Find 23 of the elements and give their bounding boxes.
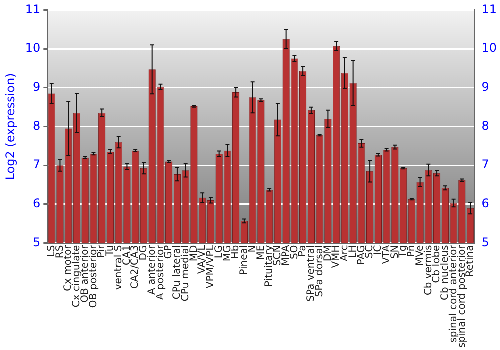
y2-tick-label: 7	[482, 158, 490, 172]
y-tick-label: 8	[33, 118, 41, 133]
x-tick-label: spinal cord posterior	[456, 244, 468, 348]
y2-tick-label: 6	[482, 196, 490, 211]
x-tick-label: OB posterior	[88, 244, 100, 308]
y2-tick-label: 9	[482, 80, 490, 94]
y-tick-label: 6	[33, 196, 41, 211]
x-tick-label: Pituitary	[264, 245, 276, 288]
y-tick-label: 5	[33, 235, 41, 250]
y2-tick-label: 8	[482, 118, 490, 133]
x-tick-label: ME	[256, 245, 267, 260]
y-tick-label: 10	[25, 41, 41, 56]
x-tick-label: A posterior	[155, 244, 166, 300]
x-tick-label: Retina	[465, 245, 476, 278]
y-tick-label: 11	[25, 2, 41, 16]
x-tick-label: Tg	[398, 245, 410, 259]
y2-tick-label: 10	[482, 41, 498, 56]
y-tick-label: 9	[33, 80, 41, 94]
y2-tick-label: 11	[482, 2, 498, 16]
y-axis-title: Log2 (expression)	[3, 73, 18, 180]
y2-tick-label: 5	[482, 235, 490, 250]
y-tick-label: 7	[33, 158, 41, 172]
x-tick-label: MVe	[414, 245, 426, 266]
